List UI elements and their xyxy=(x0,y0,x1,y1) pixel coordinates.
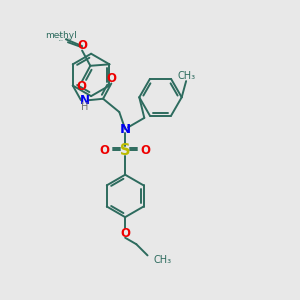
Text: methyl: methyl xyxy=(66,38,71,39)
Text: methyl: methyl xyxy=(59,39,64,41)
Text: N: N xyxy=(80,94,90,107)
Text: O: O xyxy=(120,227,130,240)
Text: O: O xyxy=(106,72,117,85)
Text: O: O xyxy=(100,144,110,157)
Text: methyl: methyl xyxy=(45,31,77,40)
Text: S: S xyxy=(120,143,130,158)
Text: O: O xyxy=(140,144,151,157)
Text: CH₃: CH₃ xyxy=(178,71,196,81)
Text: H: H xyxy=(81,102,88,112)
Text: methyl: methyl xyxy=(58,34,63,36)
Text: CH₃: CH₃ xyxy=(153,255,172,265)
Text: O: O xyxy=(77,80,87,93)
Text: N: N xyxy=(120,123,131,136)
Text: O: O xyxy=(78,39,88,52)
